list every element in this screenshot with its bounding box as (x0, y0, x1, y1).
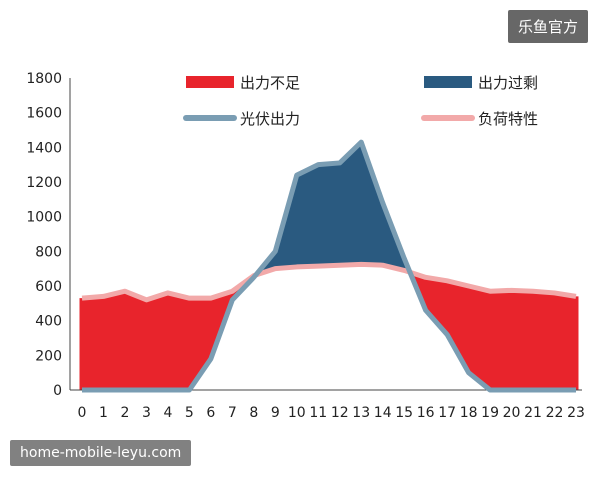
y-tick-label: 0 (53, 383, 62, 399)
x-tick-label: 15 (395, 405, 413, 421)
y-tick-label: 800 (35, 244, 62, 260)
watermark-top: 乐鱼官方 (507, 10, 588, 43)
load-characteristic-line (81, 261, 577, 303)
x-tick-label: 8 (249, 405, 258, 421)
legend-surplus-label: 出力过剩 (478, 74, 538, 92)
legend-deficit-label: 出力不足 (240, 74, 300, 92)
y-tick-label: 200 (35, 348, 62, 364)
y-tick-label: 400 (35, 314, 62, 330)
legend-load-characteristic-label: 负荷特性 (478, 110, 538, 128)
y-tick-label: 1000 (26, 210, 62, 226)
x-tick-label: 1 (99, 405, 108, 421)
y-tick-label: 1800 (26, 71, 62, 87)
x-tick-label: 2 (120, 405, 129, 421)
legend-deficit-swatch (186, 76, 234, 88)
x-tick-label: 14 (374, 405, 392, 421)
x-tick-label: 9 (271, 405, 280, 421)
x-tick-label: 16 (417, 405, 435, 421)
x-tick-label: 7 (228, 405, 237, 421)
legend-surplus-swatch (424, 76, 472, 88)
pv-output-line (82, 139, 576, 393)
y-tick-label: 1200 (26, 175, 62, 191)
x-tick-label: 21 (524, 405, 542, 421)
x-tick-label: 23 (567, 405, 585, 421)
x-tick-label: 22 (546, 405, 564, 421)
y-tick-label: 1400 (26, 140, 62, 156)
x-tick-label: 17 (438, 405, 456, 421)
x-tick-label: 6 (206, 405, 215, 421)
x-tick-label: 20 (503, 405, 521, 421)
legend-pv-output-label: 光伏出力 (240, 110, 300, 128)
x-tick-label: 12 (331, 405, 349, 421)
x-tick-label: 4 (163, 405, 172, 421)
x-tick-label: 19 (481, 405, 499, 421)
x-tick-label: 18 (460, 405, 478, 421)
x-tick-label: 0 (78, 405, 87, 421)
x-tick-label: 5 (185, 405, 194, 421)
x-tick-label: 13 (352, 405, 370, 421)
y-tick-label: 1600 (26, 106, 62, 122)
x-tick-label: 11 (309, 405, 327, 421)
x-tick-label: 10 (288, 405, 306, 421)
watermark-bottom: home-mobile-leyu.com (10, 440, 192, 466)
x-tick-label: 3 (142, 405, 151, 421)
y-tick-label: 600 (35, 279, 62, 295)
